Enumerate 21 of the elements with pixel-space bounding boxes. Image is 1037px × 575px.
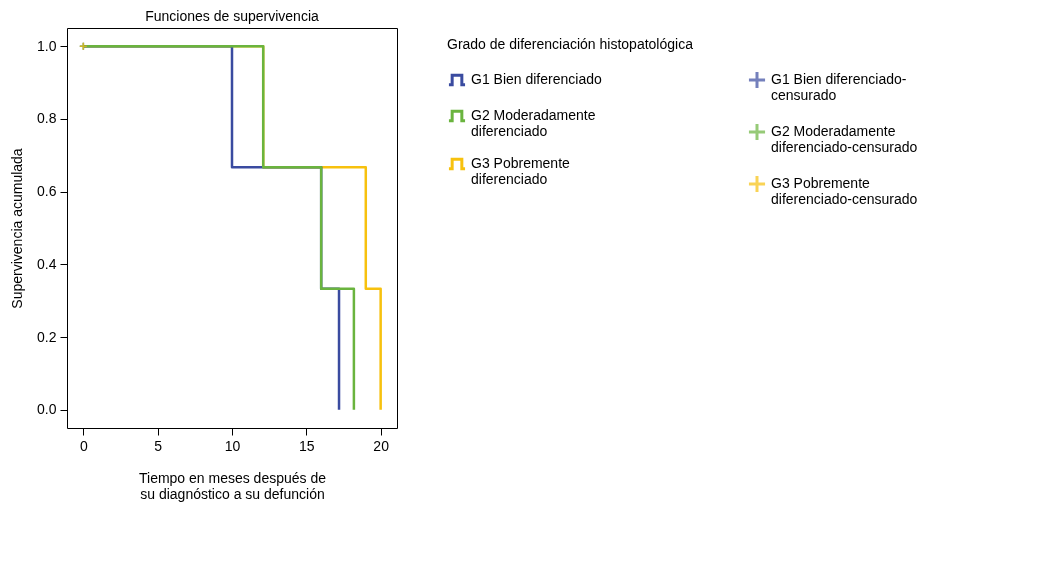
legend-label: G2 Moderadamente diferenciado-censurado xyxy=(771,123,918,155)
y-tick-label: 0.2 xyxy=(37,328,57,345)
x-axis-title: Tiempo en meses después de su diagnóstico a su defunción xyxy=(138,469,327,502)
x-tick-label: 10 xyxy=(224,437,241,454)
y-tick-label: 0.4 xyxy=(37,255,57,272)
legend-label: G3 Pobremente diferenciado-censurado xyxy=(771,175,918,207)
y-tick-label: 1.0 xyxy=(37,37,57,54)
x-tick-label: 5 xyxy=(154,437,163,454)
legend-label: G1 Bien diferenciado-censurado xyxy=(771,71,907,103)
x-tick-label: 0 xyxy=(79,437,88,454)
legend-label: G2 Moderadamente diferenciado xyxy=(471,107,596,139)
x-tick-label: 15 xyxy=(299,437,315,454)
y-tick-label: 0.8 xyxy=(37,110,57,127)
chart-title: Funciones de supervivencia xyxy=(145,8,319,24)
y-tick-label: 0.6 xyxy=(37,183,57,200)
legend-title: Grado de diferenciación histopatológica xyxy=(447,36,694,52)
x-tick-label: 20 xyxy=(373,437,390,454)
y-axis-title: Supervivencia acumulada xyxy=(9,148,26,309)
legend-label: G1 Bien diferenciado xyxy=(471,71,602,87)
y-tick-label: 0.0 xyxy=(37,401,57,418)
legend-label: G3 Pobremente diferenciado xyxy=(471,155,571,187)
